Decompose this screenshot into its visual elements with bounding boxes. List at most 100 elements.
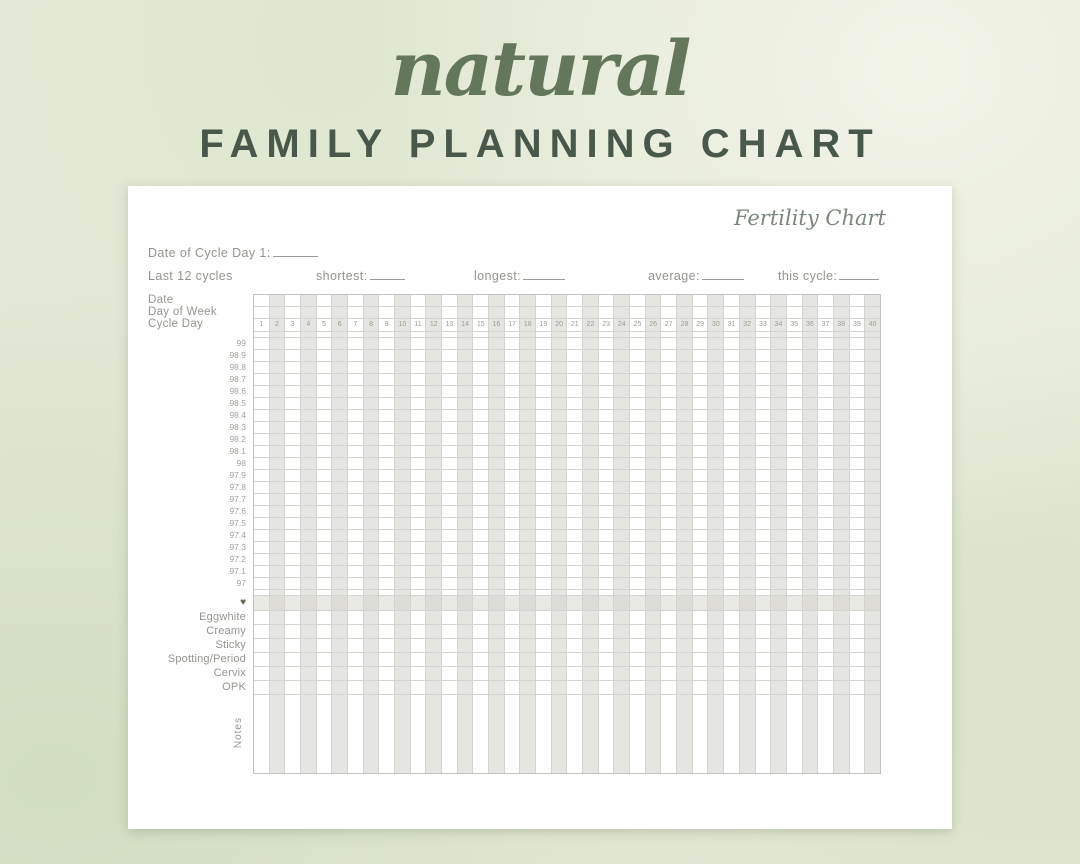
grid-cell [739,398,756,410]
grid-cell [379,639,396,653]
grid-cell [645,506,662,518]
grid-cell [598,338,615,350]
grid-cell [520,667,537,681]
grid-cell [489,362,505,374]
grid-cell [254,374,270,386]
grid-cell [426,470,443,482]
grid-cell [818,625,834,639]
grid-cell [457,625,474,639]
grid-cell [348,410,364,422]
grid-cell [473,422,490,434]
grid-cell [630,494,646,506]
grid-cell [332,350,349,362]
row-label: 97.5 [229,518,246,528]
grid-cell [849,554,866,566]
grid-cell [395,518,411,530]
grid-cell [771,338,787,350]
grid-cell [395,332,411,338]
grid-cell [630,667,646,681]
grid-cell [520,611,537,625]
grid-cell [301,422,317,434]
grid-cell [426,596,443,611]
grid-cell [614,506,631,518]
grid-cell [254,611,270,625]
grid-cell [536,596,552,611]
heart-icon: ♥ [240,597,246,608]
grid-cell [269,590,286,596]
grid-cell [457,307,474,319]
grid-row [254,422,880,434]
grid-cell [551,578,568,590]
grid-row [254,506,880,518]
grid-cell [551,458,568,470]
grid-cell [536,332,552,338]
grid-cell [567,446,584,458]
date-of-cycle-label: Date of Cycle Day 1: [148,246,318,260]
grid-cell [348,639,364,653]
grid-cell [332,338,349,350]
grid-cell [739,422,756,434]
grid-cell [426,434,443,446]
cycle-day-cell: 9 [379,319,396,332]
grid-cell [614,446,631,458]
grid-cell [301,338,317,350]
grid-cell [614,295,631,307]
grid-cell [473,434,490,446]
grid-cell [254,590,270,596]
grid-cell [645,434,662,446]
grid-cell [598,542,615,554]
row-label: Cervix [213,667,246,679]
grid-cell [269,611,286,625]
grid-cell [426,639,443,653]
grid-cell [301,482,317,494]
grid-cell [724,446,740,458]
grid-cell [395,667,411,681]
grid-cell [818,611,834,625]
grid-row [254,470,880,482]
grid-cell [708,307,725,319]
sheet-brand-title: Fertility Chart [733,206,886,230]
grid-cell [598,374,615,386]
grid-cell [583,667,599,681]
row-label: 98.8 [229,362,246,372]
grid-cell [771,446,787,458]
grid-cell [269,681,286,695]
grid-cell [849,434,866,446]
grid-cell [771,667,787,681]
grid-row [254,518,880,530]
grid-cell [332,518,349,530]
grid-cell [692,332,709,338]
grid-cell [489,554,505,566]
grid-cell [269,625,286,639]
grid-cell [708,410,725,422]
grid-cell [692,338,709,350]
grid-cell [755,470,772,482]
grid-cell [598,611,615,625]
grid-cell [598,434,615,446]
grid-cell [661,542,678,554]
grid-cell [316,350,333,362]
grid-cell [755,350,772,362]
grid-cell [348,362,364,374]
grid-cell [645,639,662,653]
grid-cell [833,338,850,350]
grid-cell [348,307,364,319]
grid-cell [301,566,317,578]
grid-cell [520,362,537,374]
grid-cell [363,470,380,482]
grid-cell [489,295,505,307]
grid-cell [833,566,850,578]
grid-cell [410,350,427,362]
cycle-day-cell: 24 [614,319,631,332]
grid-cell [473,338,490,350]
grid-cell [316,374,333,386]
grid-cell [332,554,349,566]
grid-cell [348,458,364,470]
grid-cell [504,494,521,506]
grid-cell [677,554,693,566]
grid-cell [755,639,772,653]
grid-cell [677,566,693,578]
grid-cell [692,374,709,386]
grid-cell [442,362,458,374]
grid-cell [865,446,880,458]
